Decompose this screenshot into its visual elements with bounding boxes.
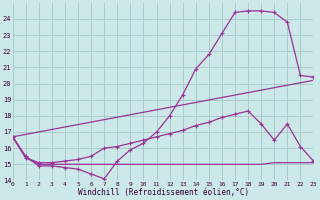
X-axis label: Windchill (Refroidissement éolien,°C): Windchill (Refroidissement éolien,°C) [77,188,249,197]
